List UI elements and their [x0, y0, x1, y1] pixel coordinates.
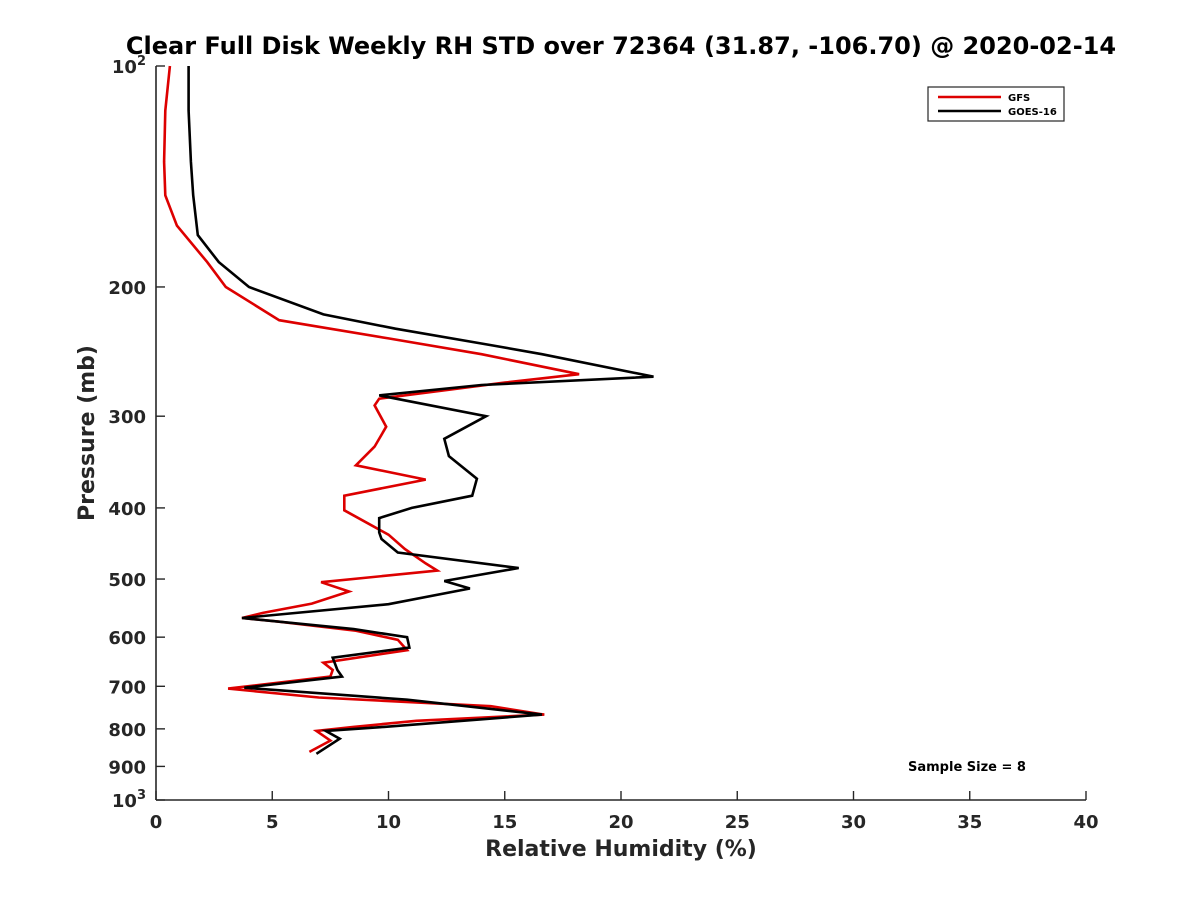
series-line-goes-16 — [187, 66, 654, 755]
legend: GFS GOES-16 — [927, 86, 1065, 122]
legend-box — [927, 86, 1065, 122]
x-tick-label: 40 — [1073, 812, 1098, 833]
sample-size-annotation: Sample Size = 8 — [908, 760, 1026, 775]
x-axis-label: Relative Humidity (%) — [485, 837, 757, 862]
x-tick-label: 10 — [376, 812, 401, 833]
y-tick-label: 200 — [108, 278, 146, 299]
x-tick-label: 30 — [841, 812, 866, 833]
series-line-gfs — [162, 65, 580, 754]
series-layer — [162, 65, 654, 755]
x-tick-label: 15 — [492, 812, 517, 833]
y-tick-label: 400 — [108, 499, 146, 520]
legend-label-goes-16: GOES-16 — [1008, 107, 1057, 118]
y-tick-label: 800 — [108, 720, 146, 741]
x-tick-label: 25 — [725, 812, 750, 833]
x-tick-label: 0 — [150, 812, 163, 833]
y-tick-label: 102 — [112, 54, 146, 78]
y-tick-label: 700 — [108, 677, 146, 698]
chart-title: Clear Full Disk Weekly RH STD over 72364… — [126, 32, 1116, 60]
y-tick-label: 900 — [108, 757, 146, 778]
x-tick-label: 5 — [266, 812, 279, 833]
x-axis-ticks: 0 5 10 15 20 25 30 35 40 — [150, 791, 1099, 833]
y-tick-label: 103 — [112, 788, 146, 812]
y-axis-ticks: 102 200 300 400 500 600 700 800 900 103 — [108, 54, 165, 812]
y-tick-label: 500 — [108, 570, 146, 591]
y-axis-label: Pressure (mb) — [75, 345, 100, 521]
y-tick-label: 300 — [108, 407, 146, 428]
x-tick-label: 20 — [608, 812, 633, 833]
legend-label-gfs: GFS — [1008, 93, 1030, 104]
plot-area — [156, 66, 1086, 800]
y-tick-label: 600 — [108, 628, 146, 649]
x-tick-label: 35 — [957, 812, 982, 833]
